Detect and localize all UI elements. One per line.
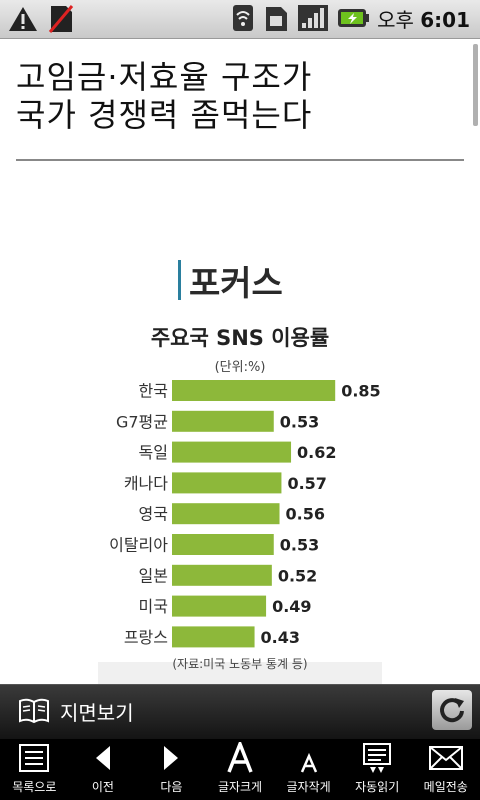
bar [172, 441, 292, 463]
article-title-line2: 국가 경쟁력 좀먹는다 [16, 96, 313, 134]
focus-heading: 포커스 [178, 258, 283, 304]
font-larger-button[interactable]: 글자크게 [206, 739, 275, 800]
scrollbar[interactable] [473, 44, 478, 126]
clock: 오후 6:01 [377, 4, 470, 33]
font-larger-label: 글자크게 [217, 780, 263, 794]
category-label: 미국 [139, 597, 168, 616]
bar [172, 564, 272, 586]
chart-unit: (단위:%) [214, 360, 266, 375]
focus-accent-bar [178, 260, 181, 300]
page-view-label[interactable]: 지면보기 [60, 701, 134, 725]
arrow-right-icon [164, 746, 179, 770]
chart-title: 주요국 SNS 이용률 [150, 326, 330, 350]
bar [172, 626, 255, 648]
bar [172, 410, 274, 432]
category-label: 프랑스 [124, 628, 168, 647]
refresh-button[interactable] [432, 690, 472, 730]
signal-icon [298, 5, 329, 31]
mail-button-label: 메일전송 [423, 780, 468, 794]
list-button[interactable]: 목록으로 [0, 739, 69, 800]
mail-button[interactable]: 메일전송 [411, 739, 480, 800]
value-label: 0.62 [297, 443, 336, 462]
next-button[interactable]: 다음 [137, 739, 206, 800]
focus-heading-text: 포커스 [189, 263, 283, 304]
next-button-label: 다음 [160, 780, 183, 794]
battery-charging-icon [338, 9, 370, 27]
font-smaller-icon [300, 752, 317, 773]
bar [172, 380, 336, 401]
bar [172, 503, 280, 525]
category-label: G7평균 [116, 412, 168, 431]
wifi-icon [233, 5, 254, 31]
list-button-label: 목록으로 [12, 780, 57, 794]
value-label: 0.85 [341, 382, 380, 401]
title-divider [16, 159, 464, 161]
chart-source: (자료:미국 노동부 통계 등) [172, 657, 308, 671]
status-bar: 오후 6:01 [0, 0, 480, 39]
source-background [98, 662, 382, 684]
warning-icon [9, 7, 37, 31]
value-label: 0.57 [287, 474, 326, 493]
article-title: 고임금·저효율 구조가 국가 경쟁력 좀먹는다 [16, 58, 456, 134]
sim-icon [266, 7, 288, 31]
value-label: 0.56 [286, 505, 325, 524]
value-label: 0.43 [261, 628, 300, 647]
article-title-line1: 고임금·저효율 구조가 [16, 58, 313, 96]
arrow-left-icon [95, 746, 110, 770]
no-sdcard-icon [48, 5, 74, 33]
value-label: 0.49 [272, 597, 311, 616]
prev-button[interactable]: 이전 [69, 739, 138, 800]
auto-read-button[interactable]: 자동읽기 [343, 739, 412, 800]
refresh-icon [440, 698, 464, 723]
mail-icon [428, 746, 463, 770]
value-label: 0.53 [280, 536, 319, 555]
category-label: 캐나다 [124, 474, 168, 493]
auto-read-icon [363, 743, 392, 773]
category-label: 독일 [139, 443, 168, 462]
bar-chart: 한국 0.85 G7평균 0.53 독일 0.62 캐나다 0.57 영국 0.56 이탈리아 0.5… [109, 380, 381, 648]
auto-read-label: 자동읽기 [355, 780, 400, 794]
page-view-bar[interactable]: 지면보기 [0, 684, 480, 739]
font-smaller-label: 글자작게 [286, 780, 331, 794]
category-label: 이탈리아 [109, 536, 168, 555]
book-icon [19, 698, 49, 724]
category-label: 일본 [139, 566, 168, 585]
list-icon [19, 744, 50, 772]
value-label: 0.53 [280, 412, 319, 431]
bar [172, 595, 267, 617]
time-value: 6:01 [420, 7, 470, 32]
bar [172, 534, 274, 555]
bar [172, 472, 282, 494]
category-label: 영국 [139, 505, 168, 524]
category-label: 한국 [139, 382, 168, 401]
time-prefix: 오후 [377, 7, 414, 32]
bottom-toolbar: 목록으로 이전 다음 글자크게 글자작게 [0, 739, 480, 800]
font-smaller-button[interactable]: 글자작게 [274, 739, 343, 800]
prev-button-label: 이전 [91, 780, 114, 794]
value-label: 0.52 [278, 566, 317, 585]
font-larger-icon [227, 742, 253, 773]
